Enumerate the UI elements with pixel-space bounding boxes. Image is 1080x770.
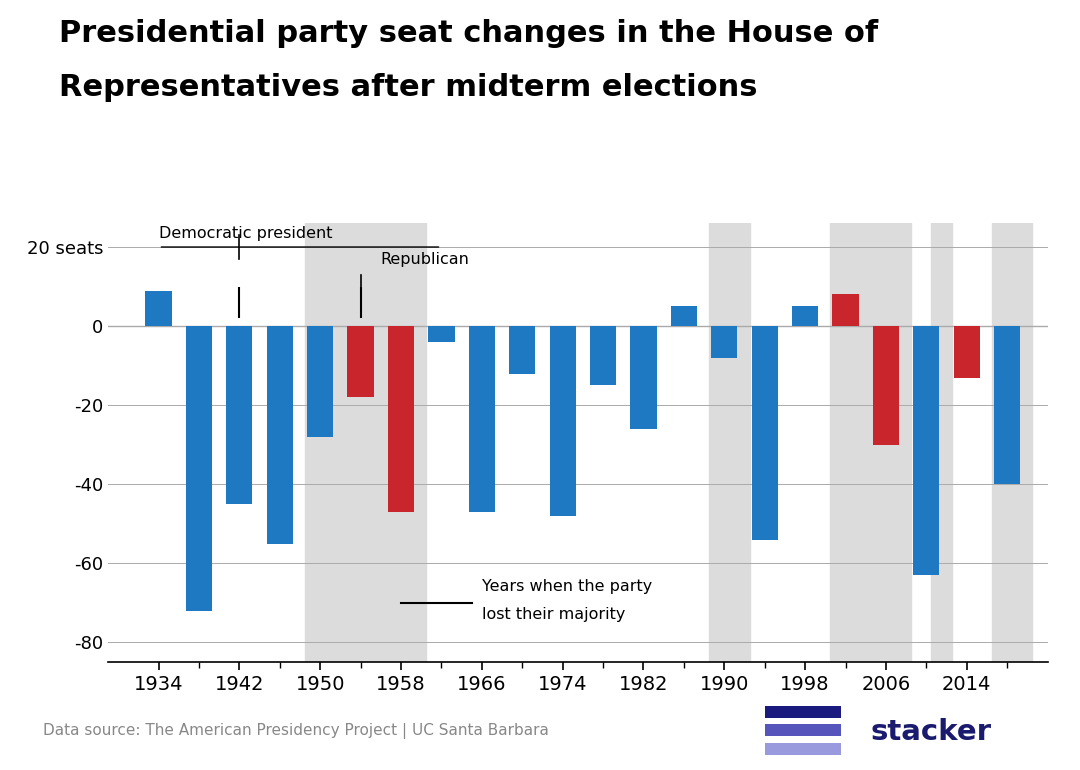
Bar — [226, 326, 253, 504]
Bar — [831, 223, 912, 662]
Bar — [711, 326, 738, 358]
Bar — [146, 290, 172, 326]
Bar — [550, 326, 576, 516]
Bar — [765, 724, 840, 736]
Bar — [752, 326, 778, 540]
Bar — [873, 326, 899, 445]
Bar — [429, 326, 455, 342]
Bar — [994, 326, 1021, 484]
Text: Presidential party seat changes in the House of: Presidential party seat changes in the H… — [59, 19, 878, 49]
Bar — [305, 223, 427, 662]
Bar — [710, 223, 750, 662]
Bar — [833, 294, 859, 326]
Bar — [307, 326, 334, 437]
Bar — [631, 326, 657, 429]
Bar — [348, 326, 374, 397]
Text: Representatives after midterm elections: Representatives after midterm elections — [59, 73, 758, 102]
Bar — [509, 326, 536, 373]
Text: stacker: stacker — [870, 718, 991, 745]
Bar — [954, 326, 980, 377]
Bar — [792, 306, 819, 326]
Bar — [671, 306, 697, 326]
Text: Data source: The American Presidency Project | UC Santa Barbara: Data source: The American Presidency Pro… — [43, 723, 549, 739]
Text: Democratic president: Democratic president — [159, 226, 332, 241]
Text: Years when the party: Years when the party — [482, 579, 652, 594]
Bar — [993, 223, 1032, 662]
Bar — [186, 326, 212, 611]
Text: lost their majority: lost their majority — [482, 607, 625, 622]
Bar — [590, 326, 617, 386]
Bar — [267, 326, 293, 544]
Bar — [914, 326, 940, 575]
Text: Republican: Republican — [381, 252, 470, 266]
Bar — [931, 223, 951, 662]
Bar — [469, 326, 495, 512]
Bar — [388, 326, 414, 512]
Bar — [765, 705, 840, 718]
Bar — [765, 742, 840, 755]
